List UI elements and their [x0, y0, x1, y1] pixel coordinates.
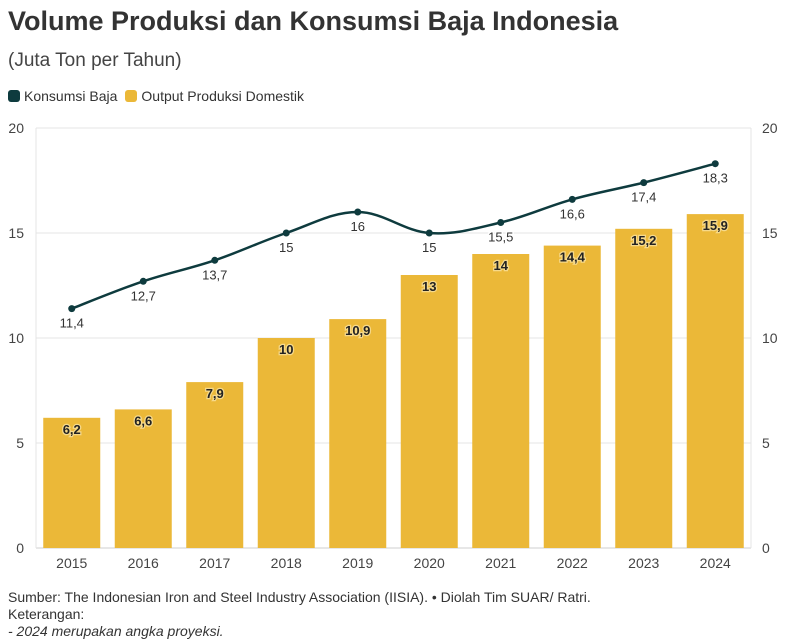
bar — [686, 214, 744, 548]
line-data-label: 16,6 — [560, 206, 585, 221]
legend-swatch-production — [125, 90, 138, 102]
note-item: - 2024 merupakan angka proyeksi. — [8, 623, 224, 639]
y-tick-label-right: 20 — [762, 120, 778, 136]
legend: Konsumsi Baja Output Produksi Domestik — [8, 88, 312, 104]
y-tick-label-left: 5 — [16, 435, 24, 451]
x-tick-label: 2018 — [271, 555, 302, 571]
bar-data-label: 10 — [279, 342, 293, 357]
chart-subtitle: (Juta Ton per Tahun) — [8, 50, 182, 71]
footer: Sumber: The Indonesian Iron and Steel In… — [8, 589, 591, 640]
bar-data-label: 14 — [494, 258, 509, 273]
chart-title: Volume Produksi dan Konsumsi Baja Indone… — [8, 6, 619, 36]
line-point — [68, 305, 76, 313]
x-tick-label: 2017 — [199, 555, 230, 571]
x-tick-label: 2016 — [128, 555, 159, 571]
bar — [43, 417, 101, 548]
y-tick-label-left: 10 — [8, 330, 24, 346]
bar-data-label: 7,9 — [206, 386, 224, 401]
legend-item-consumption[interactable]: Konsumsi Baja — [8, 88, 117, 104]
bar — [472, 254, 530, 548]
bar-data-label: 15,2 — [631, 233, 656, 248]
line-data-label: 15 — [279, 240, 293, 255]
bar — [543, 245, 601, 548]
line-series-consumption — [71, 162, 716, 310]
x-tick-label: 2023 — [628, 555, 659, 571]
y-tick-label-right: 15 — [762, 225, 778, 241]
legend-label-production: Output Produksi Domestik — [141, 88, 305, 104]
bar — [114, 409, 172, 548]
bar-data-label: 15,9 — [703, 218, 728, 233]
y-tick-label-right: 0 — [762, 540, 770, 556]
x-tick-label: 2022 — [557, 555, 588, 571]
legend-swatch-consumption — [8, 90, 20, 102]
line-point — [282, 229, 290, 237]
bar-data-label: 6,2 — [63, 422, 81, 437]
line-point — [711, 160, 719, 168]
line-point — [211, 256, 219, 264]
bar — [329, 319, 387, 548]
line-point — [139, 277, 147, 285]
x-tick-label: 2020 — [414, 555, 445, 571]
line-point — [425, 229, 433, 237]
line-data-label: 15,5 — [488, 230, 513, 245]
x-tick-label: 2024 — [700, 555, 731, 571]
bar-data-label: 13 — [422, 279, 436, 294]
line-data-label: 16 — [351, 219, 365, 234]
line-point — [497, 219, 505, 226]
source-note: Sumber: The Indonesian Iron and Steel In… — [8, 589, 591, 605]
line-data-label: 12,7 — [131, 288, 156, 303]
x-tick-label: 2021 — [485, 555, 516, 571]
line-data-label: 17,4 — [631, 190, 656, 205]
bar-data-label: 6,6 — [134, 413, 152, 428]
y-tick-label-left: 15 — [8, 225, 24, 241]
y-tick-label-right: 10 — [762, 330, 778, 346]
line-data-label: 13,7 — [202, 267, 227, 282]
bar — [400, 275, 458, 548]
x-tick-label: 2015 — [56, 555, 87, 571]
legend-item-production[interactable]: Output Produksi Domestik — [125, 88, 304, 104]
line-point — [568, 195, 576, 203]
x-tick-label: 2019 — [342, 555, 373, 571]
line-data-label: 11,4 — [60, 316, 84, 331]
y-tick-label-left: 20 — [8, 120, 24, 136]
bar-data-label: 14,4 — [560, 250, 586, 265]
line-data-label: 18,3 — [703, 171, 728, 186]
line-data-label: 15 — [422, 240, 436, 255]
line-point — [640, 179, 648, 187]
bar — [615, 228, 673, 549]
bar — [257, 338, 315, 548]
y-tick-label-left: 0 — [16, 540, 24, 556]
line-point — [354, 208, 362, 216]
bar — [186, 382, 244, 548]
bar-data-label: 10,9 — [345, 323, 370, 338]
legend-label-consumption: Konsumsi Baja — [24, 88, 118, 104]
note-title: Keterangan: — [8, 606, 85, 622]
y-tick-label-right: 5 — [762, 435, 770, 451]
